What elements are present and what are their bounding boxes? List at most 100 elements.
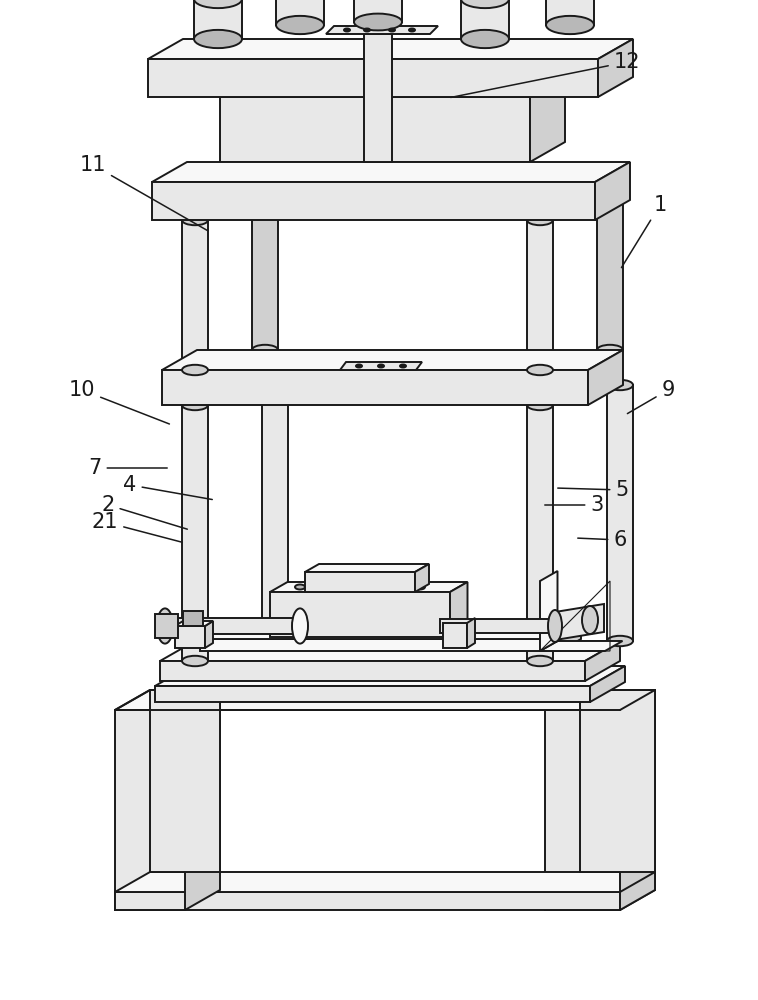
Polygon shape <box>461 0 509 39</box>
Ellipse shape <box>364 28 370 31</box>
Ellipse shape <box>262 380 288 390</box>
Text: 6: 6 <box>578 530 627 550</box>
Polygon shape <box>540 571 557 651</box>
Ellipse shape <box>262 636 288 646</box>
Polygon shape <box>220 97 530 162</box>
Ellipse shape <box>194 0 242 8</box>
Polygon shape <box>155 686 590 702</box>
Polygon shape <box>183 611 203 626</box>
Ellipse shape <box>182 400 208 410</box>
Ellipse shape <box>607 636 633 646</box>
Polygon shape <box>580 690 655 872</box>
Polygon shape <box>160 661 585 681</box>
Text: 5: 5 <box>558 480 628 500</box>
Ellipse shape <box>182 215 208 225</box>
Polygon shape <box>115 872 655 892</box>
Polygon shape <box>155 666 625 686</box>
Ellipse shape <box>527 656 553 666</box>
Ellipse shape <box>527 365 553 375</box>
Text: 2: 2 <box>102 495 187 529</box>
Ellipse shape <box>461 30 509 48</box>
Polygon shape <box>148 59 598 97</box>
Ellipse shape <box>527 400 553 410</box>
Polygon shape <box>200 639 560 651</box>
Polygon shape <box>527 220 553 370</box>
Polygon shape <box>555 604 604 640</box>
Polygon shape <box>270 582 468 592</box>
Polygon shape <box>205 621 213 648</box>
Polygon shape <box>590 666 625 702</box>
Polygon shape <box>620 690 655 910</box>
Polygon shape <box>364 34 392 162</box>
Polygon shape <box>152 182 595 220</box>
Ellipse shape <box>182 656 208 666</box>
Polygon shape <box>115 710 185 910</box>
Polygon shape <box>182 220 208 370</box>
Ellipse shape <box>597 345 623 355</box>
Polygon shape <box>305 572 415 592</box>
Polygon shape <box>620 872 655 910</box>
Ellipse shape <box>389 28 395 31</box>
Ellipse shape <box>354 14 402 30</box>
Polygon shape <box>467 618 475 648</box>
Polygon shape <box>148 39 633 59</box>
Ellipse shape <box>355 584 365 589</box>
Polygon shape <box>415 564 429 592</box>
Ellipse shape <box>415 584 425 589</box>
Polygon shape <box>162 350 623 370</box>
Ellipse shape <box>276 16 324 34</box>
Ellipse shape <box>597 195 623 205</box>
Ellipse shape <box>194 30 242 48</box>
Text: 21: 21 <box>92 512 183 542</box>
Ellipse shape <box>409 28 415 31</box>
Polygon shape <box>585 641 620 681</box>
Polygon shape <box>185 690 220 910</box>
Polygon shape <box>340 362 422 370</box>
Text: 11: 11 <box>80 155 208 231</box>
Ellipse shape <box>344 28 350 31</box>
Polygon shape <box>150 690 220 872</box>
Polygon shape <box>440 619 555 633</box>
Ellipse shape <box>252 195 278 205</box>
Polygon shape <box>443 623 467 648</box>
Polygon shape <box>354 0 402 22</box>
Polygon shape <box>305 564 429 572</box>
Polygon shape <box>270 592 450 637</box>
Polygon shape <box>182 405 208 661</box>
Ellipse shape <box>292 608 308 644</box>
Polygon shape <box>540 641 622 651</box>
Polygon shape <box>450 582 468 637</box>
Polygon shape <box>530 77 565 162</box>
Text: 3: 3 <box>545 495 603 515</box>
Polygon shape <box>607 385 633 641</box>
Polygon shape <box>162 370 588 405</box>
Polygon shape <box>200 627 581 639</box>
Polygon shape <box>546 0 594 25</box>
Text: 1: 1 <box>622 195 666 268</box>
Text: 4: 4 <box>124 475 212 500</box>
Ellipse shape <box>378 364 384 367</box>
Polygon shape <box>160 641 620 661</box>
Ellipse shape <box>527 215 553 225</box>
Polygon shape <box>165 618 300 634</box>
Ellipse shape <box>182 365 208 375</box>
Polygon shape <box>326 26 438 34</box>
Polygon shape <box>588 350 623 405</box>
Polygon shape <box>115 892 620 910</box>
Ellipse shape <box>546 16 594 34</box>
Ellipse shape <box>295 584 305 589</box>
Polygon shape <box>152 162 630 182</box>
Text: 7: 7 <box>89 458 168 478</box>
Text: 10: 10 <box>69 380 169 424</box>
Ellipse shape <box>157 608 173 644</box>
Polygon shape <box>175 626 205 648</box>
Polygon shape <box>252 200 278 350</box>
Polygon shape <box>560 627 581 651</box>
Polygon shape <box>527 405 553 661</box>
Text: 12: 12 <box>451 52 641 97</box>
Polygon shape <box>194 0 242 39</box>
Ellipse shape <box>582 606 598 634</box>
Text: 9: 9 <box>628 380 675 414</box>
Polygon shape <box>262 385 288 641</box>
Polygon shape <box>276 0 324 25</box>
